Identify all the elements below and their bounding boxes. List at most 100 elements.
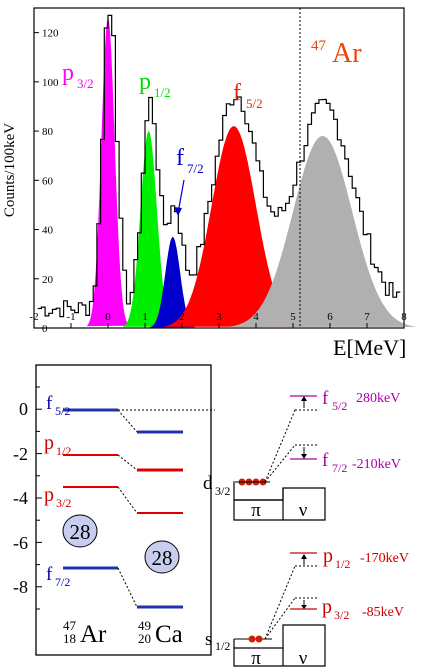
top-pi-label: π <box>251 500 261 521</box>
svg-text:-170keV: -170keV <box>360 551 409 566</box>
svg-text:1/2: 1/2 <box>154 85 171 100</box>
top-state-f72-label: f 7/2 -210keV <box>322 450 401 475</box>
x-tick-label-0: -2 <box>29 311 38 323</box>
svg-text:f: f <box>322 388 329 409</box>
bottom-nu-label: ν <box>299 648 308 669</box>
level-label-p12: p 1/2 <box>44 432 71 458</box>
bottom-connector-1 <box>264 565 296 640</box>
level-frame <box>35 364 212 656</box>
schematic-bottom-box <box>233 624 326 667</box>
level-f72-connector <box>117 567 138 608</box>
level-label-f72: f 7/2 <box>46 564 70 589</box>
level-tick-m4: -4 <box>13 488 28 508</box>
svg-text:p: p <box>322 596 332 618</box>
bottom-state-p32-label: p 3/2 -85keV <box>322 596 404 622</box>
svg-text:1/2: 1/2 <box>56 444 71 458</box>
svg-text:18: 18 <box>63 631 76 646</box>
svg-text:47: 47 <box>63 618 77 633</box>
nucleus-label-ca: 49 20 Ca <box>138 618 183 648</box>
nucleus-label-ar: 47 18 Ar <box>63 618 107 648</box>
y-tick-label-6: 120 <box>42 28 59 40</box>
x-tick-label-7: 5 <box>290 311 296 323</box>
svg-text:1/2: 1/2 <box>335 557 350 571</box>
f72-arrow <box>177 179 185 214</box>
isotope-symbol: Ar <box>332 38 362 69</box>
x-tick-label-9: 7 <box>364 311 370 323</box>
top-connector-1 <box>264 409 296 483</box>
svg-text:3/2: 3/2 <box>77 76 94 91</box>
bottom-proton-dots <box>248 635 263 643</box>
svg-text:28: 28 <box>70 520 91 544</box>
top-proton-orbital-label: d 3/2 <box>203 473 230 498</box>
svg-text:s: s <box>205 629 212 650</box>
peak-label-p12: p 1/2 <box>139 69 171 100</box>
level-diagram: 0 -2 -4 -6 -8 f 5/2 p 1/2 p 3/2 <box>13 364 215 656</box>
bottom-state-p12-label: p 1/2 -170keV <box>323 545 409 571</box>
level-p12-connector <box>117 454 138 471</box>
shell-closure-left: 28 <box>62 514 98 548</box>
spectrum-y-label: Counts/100keV <box>2 123 18 217</box>
svg-text:7/2: 7/2 <box>332 461 347 475</box>
top-connector-2 <box>264 444 296 483</box>
svg-text:5/2: 5/2 <box>246 96 263 111</box>
level-tick-m6: -6 <box>13 533 28 553</box>
svg-text:7/2: 7/2 <box>55 575 70 589</box>
svg-text:Ca: Ca <box>155 621 183 648</box>
level-label-f52: f 5/2 <box>46 393 70 418</box>
svg-text:f: f <box>176 145 184 171</box>
svg-text:3/2: 3/2 <box>215 484 230 498</box>
x-tick-label-3: 1 <box>142 311 148 323</box>
svg-text:5/2: 5/2 <box>55 404 70 418</box>
y-tick-label-1: 20 <box>42 274 54 286</box>
y-tick-label-2: 40 <box>42 225 54 237</box>
svg-text:f: f <box>46 564 53 585</box>
level-tick-0: 0 <box>19 399 28 419</box>
level-label-p32: p 3/2 <box>44 484 71 510</box>
svg-text:49: 49 <box>138 618 151 633</box>
spectrum-peaks <box>86 17 418 328</box>
level-f52-connector <box>117 409 138 433</box>
svg-text:28: 28 <box>152 546 173 570</box>
shell-closure-right: 28 <box>144 540 180 574</box>
level-tick-m2: -2 <box>13 444 28 464</box>
svg-text:3/2: 3/2 <box>334 608 349 622</box>
peak-label-f52: f 5/2 <box>233 80 263 111</box>
schematic-bottom: s 1/2 p 1/2 -170keV p 3/2 -85keV π ν <box>205 545 409 669</box>
x-tick-label-5: 3 <box>216 311 222 323</box>
svg-text:3/2: 3/2 <box>56 496 71 510</box>
peak-1 <box>122 131 175 327</box>
y-tick-label-5: 100 <box>42 77 59 89</box>
svg-text:p: p <box>139 69 151 95</box>
bottom-proton-orbital-label: s 1/2 <box>205 629 230 653</box>
y-tick-label-4: 80 <box>42 126 54 138</box>
spectrum-x-label: E[MeV] <box>333 335 406 360</box>
svg-text:20: 20 <box>138 631 151 646</box>
peak-2 <box>149 236 196 328</box>
x-tick-label-4: 2 <box>179 311 185 323</box>
y-tick-label-0: 0 <box>42 323 48 335</box>
svg-text:p: p <box>44 484 54 506</box>
svg-text:-210keV: -210keV <box>352 457 401 472</box>
level-tick-m8: -8 <box>13 577 28 597</box>
svg-text:f: f <box>46 393 53 414</box>
svg-text:Ar: Ar <box>80 621 107 648</box>
schematic-top: d 3/2 f 5/2 280keV f 7/2 -210keV π ν <box>203 388 401 521</box>
x-tick-label-1: -1 <box>66 311 75 323</box>
bottom-connector-2 <box>264 597 296 640</box>
peak-4 <box>227 136 418 327</box>
svg-text:-85keV: -85keV <box>362 605 404 620</box>
top-state-f52-label: f 5/2 280keV <box>322 388 400 413</box>
schematic-top-box <box>233 487 326 521</box>
x-tick-label-10: 8 <box>401 311 407 323</box>
level-p32-connector <box>117 486 138 514</box>
isotope-mass: 47 <box>311 38 327 54</box>
svg-text:f: f <box>233 80 241 106</box>
svg-text:p: p <box>62 60 74 86</box>
x-tick-label-6: 4 <box>253 311 259 323</box>
svg-text:7/2: 7/2 <box>187 161 204 176</box>
peak-3 <box>162 126 305 327</box>
svg-text:p: p <box>44 432 54 454</box>
